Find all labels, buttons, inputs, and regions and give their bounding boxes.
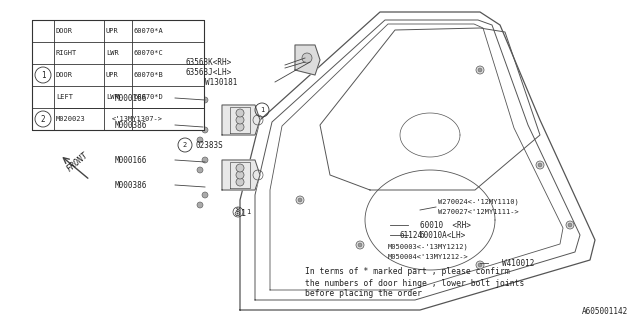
Text: 60070*A: 60070*A — [134, 28, 164, 34]
Text: $\circledast$1: $\circledast$1 — [233, 206, 247, 218]
Text: 60070*D: 60070*D — [134, 94, 164, 100]
Circle shape — [478, 263, 482, 267]
Text: In terms of * marked part , please confirm: In terms of * marked part , please confi… — [305, 268, 509, 276]
Text: LEFT: LEFT — [56, 94, 73, 100]
Circle shape — [202, 157, 208, 163]
Text: 63563K<RH>: 63563K<RH> — [185, 58, 231, 67]
Text: 60070*C: 60070*C — [134, 50, 164, 56]
Text: A605001142: A605001142 — [582, 308, 628, 316]
Circle shape — [197, 107, 203, 113]
Polygon shape — [222, 160, 260, 190]
Text: DOOR: DOOR — [56, 72, 73, 78]
Circle shape — [568, 223, 572, 227]
Text: W270027<'12MY1111->: W270027<'12MY1111-> — [438, 209, 519, 215]
Circle shape — [302, 53, 312, 63]
Text: W130181: W130181 — [205, 77, 237, 86]
Text: 60010A<LH>: 60010A<LH> — [420, 230, 467, 239]
Text: RIGHT: RIGHT — [56, 50, 77, 56]
Text: W410012: W410012 — [502, 259, 534, 268]
Text: 1: 1 — [246, 209, 250, 215]
Text: LWR: LWR — [106, 50, 119, 56]
Text: M050003<-'13MY1212): M050003<-'13MY1212) — [388, 244, 468, 250]
Circle shape — [202, 192, 208, 198]
Circle shape — [236, 109, 244, 117]
Text: UPR: UPR — [106, 28, 119, 34]
Text: DOOR: DOOR — [56, 28, 73, 34]
Text: 60070*B: 60070*B — [134, 72, 164, 78]
Text: LWR: LWR — [106, 94, 119, 100]
Circle shape — [356, 241, 364, 249]
Text: 61124: 61124 — [400, 230, 423, 239]
Text: FRONT: FRONT — [65, 150, 90, 173]
Circle shape — [202, 97, 208, 103]
Circle shape — [202, 127, 208, 133]
Polygon shape — [32, 20, 204, 130]
Text: M000386: M000386 — [115, 180, 147, 189]
Text: <'13MY1307->: <'13MY1307-> — [112, 116, 163, 122]
Text: M020023: M020023 — [56, 116, 86, 122]
Circle shape — [197, 202, 203, 208]
Text: W270024<-'12MY1110): W270024<-'12MY1110) — [438, 199, 519, 205]
Text: before placing the order: before placing the order — [305, 290, 422, 299]
Circle shape — [236, 178, 244, 186]
Text: 1: 1 — [260, 107, 264, 113]
Circle shape — [358, 243, 362, 247]
Circle shape — [536, 161, 544, 169]
Text: the numbers of door hinge , lower bolt joints: the numbers of door hinge , lower bolt j… — [305, 278, 524, 287]
Circle shape — [236, 116, 244, 124]
Text: M000166: M000166 — [115, 156, 147, 164]
Circle shape — [296, 196, 304, 204]
Text: 2: 2 — [183, 142, 187, 148]
Polygon shape — [222, 105, 260, 135]
Text: 2: 2 — [41, 115, 45, 124]
Circle shape — [476, 66, 484, 74]
Text: *: * — [234, 207, 240, 217]
Text: 63563J<LH>: 63563J<LH> — [185, 68, 231, 76]
Circle shape — [298, 198, 302, 202]
Circle shape — [236, 171, 244, 179]
Circle shape — [566, 221, 574, 229]
Text: UPR: UPR — [106, 72, 119, 78]
Text: 60010  <RH>: 60010 <RH> — [420, 220, 471, 229]
Circle shape — [538, 163, 542, 167]
Circle shape — [236, 123, 244, 131]
Polygon shape — [295, 45, 320, 75]
Text: M050004<'13MY1212->: M050004<'13MY1212-> — [388, 254, 468, 260]
Circle shape — [197, 167, 203, 173]
Circle shape — [476, 261, 484, 269]
Circle shape — [478, 68, 482, 72]
Text: 1: 1 — [41, 70, 45, 79]
Text: M000166: M000166 — [115, 93, 147, 102]
Circle shape — [197, 137, 203, 143]
Circle shape — [236, 164, 244, 172]
Text: M000386: M000386 — [115, 121, 147, 130]
Text: 02383S: 02383S — [196, 140, 224, 149]
